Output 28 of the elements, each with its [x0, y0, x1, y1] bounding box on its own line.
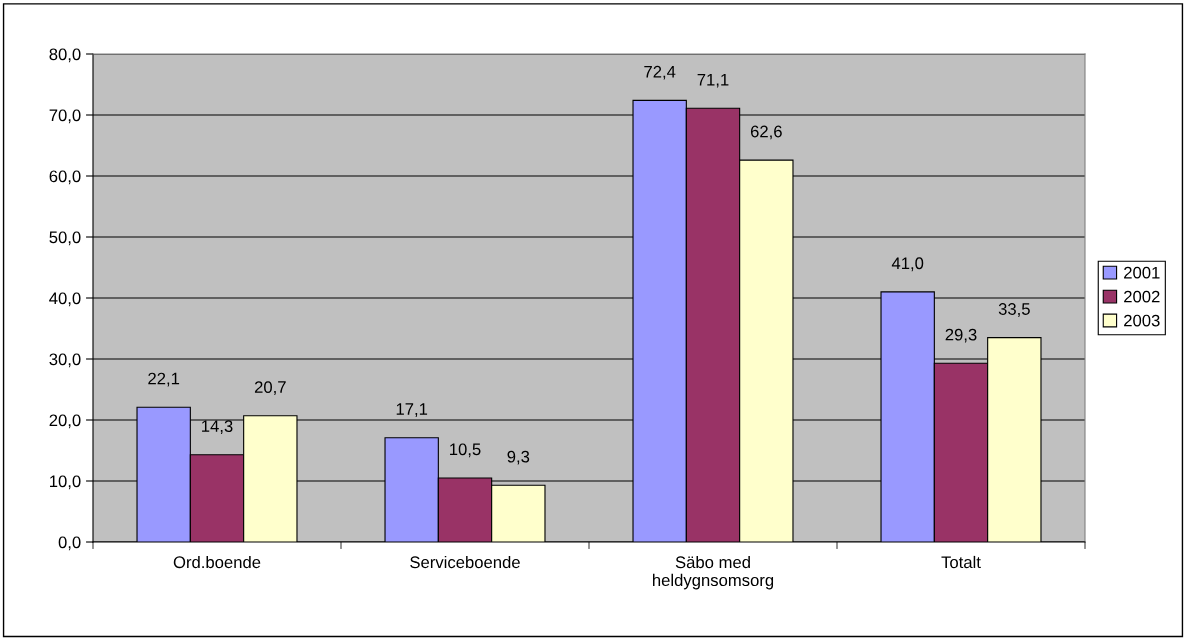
x-tick-label: Serviceboende: [410, 555, 520, 569]
x-tick-label: Totalt: [941, 555, 981, 569]
x-tick-label: Säbo med heldygnsomsorg: [653, 555, 774, 590]
data-label: 41,0: [891, 257, 924, 272]
data-label: 62,6: [750, 125, 782, 140]
y-tick-label: 10,0: [50, 475, 81, 490]
y-tick-label: 30,0: [49, 353, 81, 368]
data-label: 71,1: [697, 73, 729, 88]
y-tick-label: 40,0: [49, 292, 81, 307]
data-label: 9,3: [507, 450, 530, 465]
y-tick-label: 0,0: [58, 536, 81, 551]
x-tick-label: Ord.boende: [173, 555, 261, 569]
y-tick-label: 50,0: [49, 231, 81, 246]
legend-label: 2003: [1124, 314, 1160, 327]
y-tick-label: 80,0: [49, 48, 81, 63]
legend-label: 2002: [1124, 290, 1160, 303]
data-label: 29,3: [945, 328, 977, 343]
y-tick-label: 70,0: [49, 109, 81, 124]
data-label: 17,1: [396, 403, 428, 417]
data-label: 20,7: [254, 381, 286, 395]
data-label: 10,5: [450, 443, 481, 458]
data-label: 72,4: [644, 65, 676, 80]
data-label: 33,5: [998, 303, 1030, 317]
y-tick-label: 20,0: [49, 414, 81, 429]
y-tick-label: 60,0: [49, 170, 81, 185]
legend-label: 2001: [1124, 266, 1160, 279]
data-label: 14,3: [202, 420, 233, 434]
data-label: 22,1: [148, 372, 180, 387]
